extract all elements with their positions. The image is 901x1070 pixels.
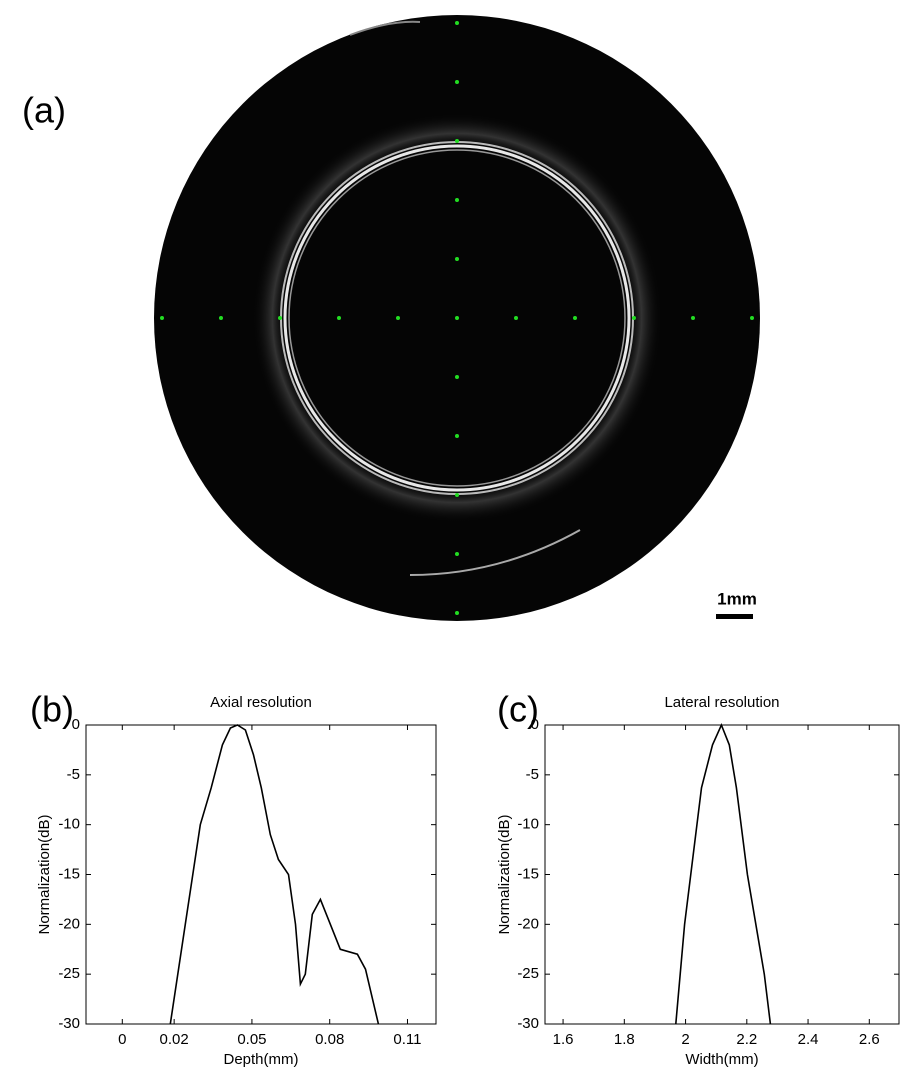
grid-dot xyxy=(219,316,223,320)
x-tick-label: 2.6 xyxy=(859,1031,880,1048)
y-tick-label: -15 xyxy=(517,865,539,882)
y-tick-label: -25 xyxy=(517,965,539,982)
grid-dot xyxy=(160,316,164,320)
y-tick-label: -5 xyxy=(67,766,80,783)
x-tick-label: 2.2 xyxy=(736,1031,757,1048)
chart-title: Lateral resolution xyxy=(664,694,779,711)
grid-dot xyxy=(337,316,341,320)
x-tick-label: 2 xyxy=(681,1031,689,1048)
grid-dot xyxy=(455,198,459,202)
panel-label: (b) xyxy=(30,689,74,730)
grid-dot xyxy=(455,375,459,379)
panel-label: (a) xyxy=(22,90,66,131)
y-tick-label: -10 xyxy=(517,816,539,833)
bright-ring xyxy=(283,144,631,492)
x-tick-label: 2.4 xyxy=(798,1031,819,1048)
grid-dot xyxy=(455,21,459,25)
x-axis-label: Depth(mm) xyxy=(223,1051,298,1068)
x-tick-label: 1.8 xyxy=(614,1031,635,1048)
x-tick-label: 1.6 xyxy=(553,1031,574,1048)
y-tick-label: -20 xyxy=(58,915,80,932)
grid-dot xyxy=(396,316,400,320)
bright-ring xyxy=(288,149,626,487)
grid-dot xyxy=(455,611,459,615)
x-tick-label: 0.11 xyxy=(393,1031,421,1048)
plot-frame xyxy=(85,724,437,1025)
scale-bar-label: 1mm xyxy=(717,589,757,608)
grid-dot xyxy=(750,316,754,320)
y-tick-label: -5 xyxy=(526,766,539,783)
grid-dot xyxy=(455,552,459,556)
grid-dot xyxy=(455,257,459,261)
y-tick-label: -15 xyxy=(58,865,80,882)
data-line xyxy=(169,724,380,1025)
plot-frame xyxy=(544,724,900,1025)
grid-dot xyxy=(278,316,282,320)
y-tick-label: -30 xyxy=(58,1015,80,1032)
x-axis-label: Width(mm) xyxy=(685,1051,758,1068)
grid-dot xyxy=(632,316,636,320)
echo-arc xyxy=(349,20,421,36)
grid-dot xyxy=(455,139,459,143)
y-axis-label: Normalization(dB) xyxy=(496,814,513,934)
grid-dot xyxy=(455,316,459,320)
data-line xyxy=(675,722,772,1025)
grid-dot xyxy=(455,434,459,438)
echo-arc xyxy=(409,529,581,576)
grid-dot xyxy=(573,316,577,320)
x-tick-label: 0.02 xyxy=(160,1031,189,1048)
grid-dot xyxy=(691,316,695,320)
y-tick-label: 0 xyxy=(72,716,80,733)
grid-dot xyxy=(455,493,459,497)
oct-image xyxy=(154,15,760,621)
y-tick-label: -30 xyxy=(517,1015,539,1032)
chart-title: Axial resolution xyxy=(210,694,312,711)
y-tick-label: -10 xyxy=(58,816,80,833)
y-tick-label: -25 xyxy=(58,965,80,982)
y-tick-label: -20 xyxy=(517,915,539,932)
y-axis-label: Normalization(dB) xyxy=(36,814,53,934)
y-tick-label: 0 xyxy=(531,716,539,733)
scale-bar xyxy=(716,614,753,619)
x-tick-label: 0.05 xyxy=(237,1031,266,1048)
x-tick-label: 0.08 xyxy=(315,1031,344,1048)
grid-dot xyxy=(455,80,459,84)
panel-label: (c) xyxy=(497,689,539,730)
grid-dot xyxy=(514,316,518,320)
x-tick-label: 0 xyxy=(118,1031,126,1048)
